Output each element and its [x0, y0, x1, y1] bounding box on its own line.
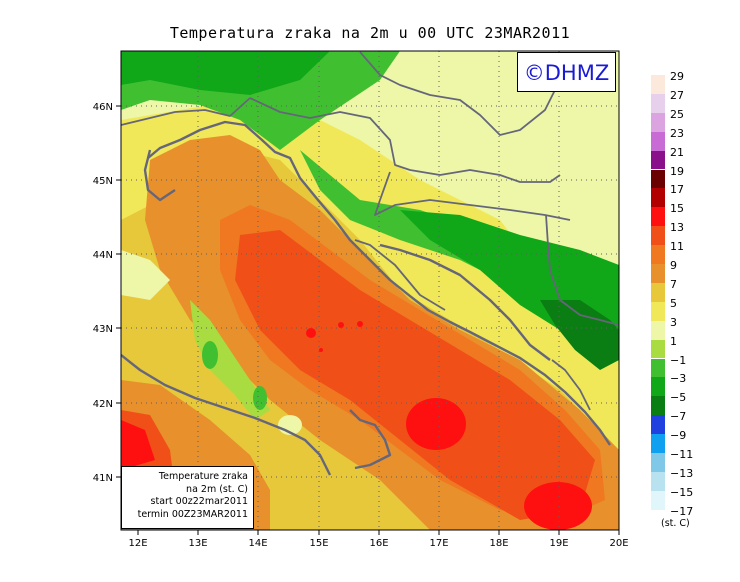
legend-swatch: [651, 490, 665, 510]
legend-swatch: [651, 453, 665, 472]
x-tick-label: 13E: [188, 538, 207, 549]
legend-swatch: [651, 415, 665, 435]
legend-swatch: [651, 396, 665, 416]
info-line: termin 00Z23MAR2011: [137, 508, 248, 520]
legend-swatch: [651, 471, 665, 491]
legend-label: 17: [670, 183, 684, 197]
y-axis-labels: 41N 42N 43N 44N 45N 46N: [93, 102, 113, 484]
legend-label: 21: [670, 145, 684, 159]
x-tick-label: 20E: [609, 538, 628, 549]
legend-label: 25: [670, 107, 684, 121]
legend-label: 3: [670, 315, 677, 329]
legend-label: 5: [670, 296, 677, 310]
legend-swatch: [651, 207, 665, 227]
y-tick-label: 44N: [93, 250, 113, 261]
x-tick-label: 17E: [429, 538, 448, 549]
legend-swatch: [651, 131, 665, 151]
legend-label: 29: [670, 70, 684, 83]
legend-unit: (st. C): [661, 518, 690, 529]
legend-swatch: [651, 264, 665, 283]
legend-label: −7: [670, 410, 687, 424]
y-tick-label: 42N: [93, 399, 113, 410]
axis-ticks: [116, 105, 620, 535]
legend-swatch: [651, 245, 665, 264]
legend-swatch: [651, 188, 665, 208]
legend-label: 9: [670, 259, 677, 272]
legend-label: −15: [670, 485, 694, 499]
x-tick-label: 18E: [489, 538, 508, 549]
legend-swatch: [651, 112, 665, 132]
legend-swatch: [651, 377, 665, 397]
legend-swatch: [651, 434, 665, 453]
legend-swatch: [651, 75, 665, 94]
x-tick-label: 15E: [309, 538, 328, 549]
legend-label: −3: [670, 372, 687, 386]
info-line: na 2m (st. C): [186, 483, 248, 495]
legend-label: −11: [670, 448, 694, 461]
x-axis-labels: 12E 13E 14E 15E 16E 17E 18E 19E 20E: [128, 538, 628, 549]
legend-label: 27: [670, 88, 684, 102]
info-line: Temperature zraka: [158, 471, 248, 482]
x-tick-label: 14E: [248, 538, 267, 549]
x-tick-label: 12E: [128, 538, 147, 549]
y-tick-label: 46N: [93, 102, 113, 113]
y-tick-label: 43N: [93, 324, 113, 335]
legend-label: −17: [670, 504, 694, 518]
legend-label: −13: [670, 466, 694, 480]
x-tick-label: 16E: [369, 538, 388, 549]
legend-label: 7: [670, 277, 677, 291]
legend-label: 13: [670, 221, 684, 235]
legend-label: 11: [670, 240, 684, 254]
border-lines: [121, 51, 619, 411]
info-line: start 00z22mar2011: [150, 496, 248, 507]
legend-swatch: [651, 282, 665, 302]
temperature-field: [121, 51, 619, 530]
plot-frame: [120, 50, 620, 531]
legend-swatch: [651, 226, 665, 246]
legend-label: −5: [670, 391, 687, 405]
dhmz-logo: ©DHMZ: [517, 52, 616, 92]
x-tick-label: 19E: [549, 538, 568, 549]
legend-label: −9: [670, 429, 687, 443]
legend-label: 19: [670, 164, 684, 178]
coastline: [121, 120, 611, 476]
legend-label: 1: [670, 334, 677, 348]
legend-swatch: [651, 169, 665, 189]
legend-label: 23: [670, 126, 684, 140]
graticule: [121, 51, 619, 530]
map-title: Temperatura zraka na 2m u 00 UTC 23MAR20…: [169, 24, 571, 42]
legend-label: −1: [670, 353, 687, 367]
legend-swatch: [651, 93, 665, 113]
y-tick-label: 45N: [93, 176, 113, 187]
legend-swatch: [651, 509, 665, 529]
legend-swatch: [651, 339, 665, 359]
legend-swatch: [651, 320, 665, 340]
info-box: Temperature zraka na 2m (st. C) start 00…: [121, 466, 254, 529]
legend-label: 15: [670, 202, 684, 216]
legend-swatch: [651, 358, 665, 378]
legend-swatch: [651, 150, 665, 170]
y-tick-label: 41N: [93, 473, 113, 484]
legend-swatch: [651, 301, 665, 321]
